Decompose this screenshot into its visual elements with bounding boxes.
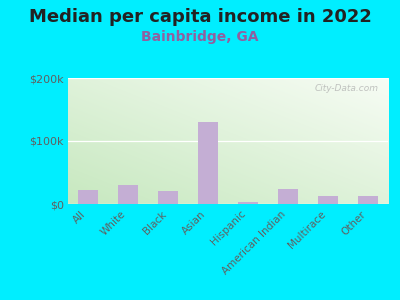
Bar bbox=[158, 191, 178, 204]
Bar bbox=[78, 190, 98, 204]
Bar bbox=[318, 196, 338, 204]
Text: City-Data.com: City-Data.com bbox=[314, 84, 378, 93]
Bar bbox=[278, 189, 298, 204]
Bar bbox=[118, 185, 138, 204]
Bar bbox=[238, 202, 258, 204]
Bar bbox=[358, 196, 378, 204]
Bar bbox=[198, 122, 218, 204]
Text: Bainbridge, GA: Bainbridge, GA bbox=[141, 30, 259, 44]
Text: Median per capita income in 2022: Median per capita income in 2022 bbox=[28, 8, 372, 26]
